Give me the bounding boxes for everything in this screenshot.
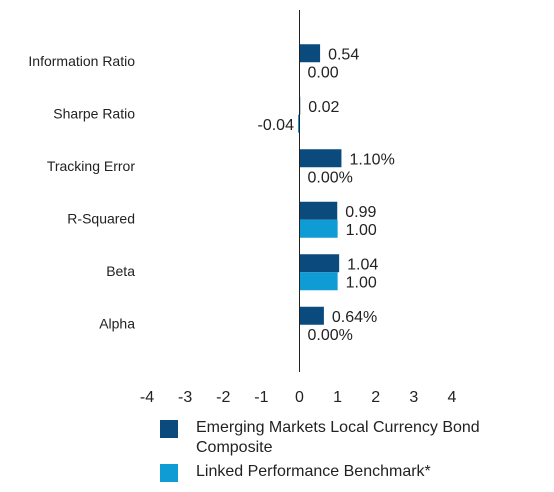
value-label: 0.02 — [308, 99, 339, 116]
bar — [299, 149, 342, 168]
bar — [299, 219, 338, 238]
x-tick-label: -3 — [178, 389, 192, 406]
value-label: 0.64% — [332, 309, 377, 326]
y-tick-label: Tracking Error — [47, 158, 136, 174]
value-label: 1.10% — [349, 151, 394, 168]
x-tick-label: -4 — [140, 389, 154, 406]
x-tick-label: 1 — [333, 389, 342, 406]
bar — [299, 272, 338, 291]
value-label: 1.04 — [347, 256, 378, 273]
x-tick-label: 4 — [448, 389, 457, 406]
legend: Emerging Markets Local Currency Bond Com… — [160, 418, 540, 486]
value-label: 1.00 — [346, 222, 377, 239]
legend-swatch — [160, 464, 178, 482]
x-tick-label: -1 — [254, 389, 268, 406]
y-tick-label: Beta — [106, 263, 135, 279]
y-tick-label: Sharpe Ratio — [53, 105, 135, 121]
value-label: 0.00 — [308, 64, 339, 81]
bar — [297, 114, 300, 133]
x-tick-label: 3 — [409, 389, 418, 406]
legend-item: Emerging Markets Local Currency Bond Com… — [160, 418, 540, 458]
bar — [299, 44, 321, 63]
legend-label: Linked Performance Benchmark* — [196, 463, 431, 480]
y-tick-label: Information Ratio — [28, 53, 135, 69]
value-label: 0.99 — [345, 204, 376, 221]
bar — [299, 254, 340, 273]
value-label: -0.04 — [258, 117, 295, 134]
value-label: 1.00 — [346, 274, 377, 291]
bar — [299, 306, 324, 325]
x-tick-label: 2 — [371, 389, 380, 406]
value-label: 0.00% — [308, 169, 353, 186]
y-tick-label: Alpha — [99, 315, 135, 331]
y-tick-label: R-Squared — [67, 210, 135, 226]
legend-item: Linked Performance Benchmark* — [160, 462, 540, 482]
value-label: 0.54 — [328, 46, 359, 63]
x-tick-label: 0 — [295, 389, 304, 406]
bar — [299, 201, 338, 220]
x-tick-label: -2 — [216, 389, 230, 406]
legend-swatch — [160, 420, 178, 438]
chart: -4 -3 -2 -1 0 1 2 3 4 Information Ratio 0.540.00 Sh… — [28, 10, 457, 406]
value-label: 0.00% — [308, 327, 353, 344]
legend-label: Emerging Markets Local Currency Bond Com… — [196, 419, 480, 456]
